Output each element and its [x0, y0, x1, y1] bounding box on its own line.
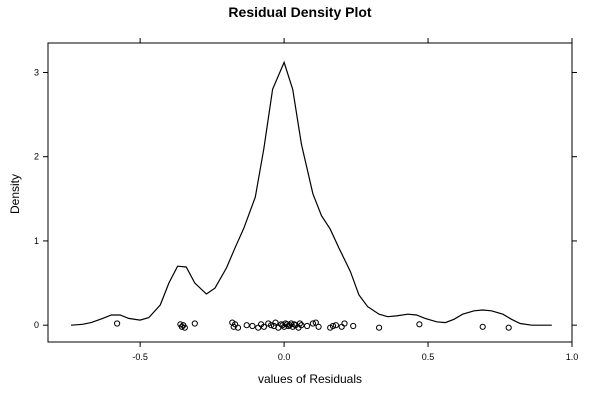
y-tick-label: 3: [34, 67, 39, 77]
residual-point: [309, 320, 316, 327]
chart-title: Residual Density Plot: [228, 4, 371, 20]
residual-point: [338, 323, 345, 330]
residual-point: [178, 323, 185, 330]
x-tick-label: 0.5: [422, 352, 435, 362]
residual-point: [234, 324, 242, 331]
residual-point: [341, 320, 348, 327]
residual-point: [416, 321, 423, 328]
residual-point: [272, 319, 279, 326]
x-tick-label: 0.0: [278, 352, 291, 362]
x-axis-label: values of Residuals: [258, 372, 362, 386]
axis-tick-labels: -0.5 0.0 0.5 1.0 0 1 2 3: [34, 67, 578, 362]
residual-point: [243, 322, 250, 329]
residual-point: [479, 323, 486, 330]
residual-point: [268, 322, 275, 329]
residual-point: [283, 321, 291, 328]
residual-point: [291, 321, 298, 328]
plot-frame: [47, 42, 573, 343]
residual-point: [376, 324, 383, 331]
residual-point: [298, 322, 305, 329]
residual-point: [350, 322, 357, 330]
residual-point: [332, 322, 339, 329]
x-tick-label: 1.0: [566, 352, 579, 362]
residual-point: [304, 322, 311, 330]
residual-point: [249, 322, 256, 330]
residual-point: [260, 323, 267, 330]
residual-point: [312, 319, 319, 326]
residual-point: [191, 320, 198, 327]
density-curve: [70, 60, 552, 326]
x-tick-label: -0.5: [132, 352, 148, 362]
y-tick-label: 1: [34, 236, 39, 246]
residual-point: [114, 320, 121, 327]
residual-point: [181, 324, 188, 331]
y-tick-label: 0: [34, 320, 39, 330]
residual-point: [329, 322, 337, 330]
residual-point: [255, 324, 262, 331]
residual-point: [315, 323, 322, 330]
residual-points: [114, 319, 512, 331]
axis-ticks: [43, 38, 577, 347]
y-axis-label: Density: [8, 174, 22, 214]
residual-point: [296, 320, 303, 327]
y-tick-label: 2: [34, 152, 39, 162]
residual-point: [505, 324, 512, 331]
